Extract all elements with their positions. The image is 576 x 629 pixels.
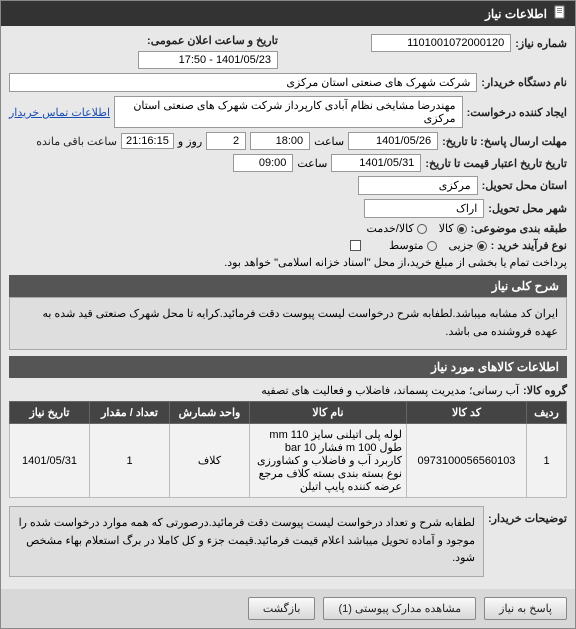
table-row: 1 0973100056560103 لوله پلی اتیلنی سایز …: [10, 424, 567, 498]
classification-option-goods-service[interactable]: کالا/خدمت: [367, 222, 427, 235]
process-opt0-label: جزیی: [449, 239, 474, 252]
city-label: شهر محل تحویل:: [488, 202, 567, 215]
public-announce-label: تاریخ و ساعت اعلان عمومی:: [147, 34, 278, 47]
classification-opt1-label: کالا/خدمت: [367, 222, 414, 235]
respond-button[interactable]: پاسخ به نیاز: [484, 597, 567, 620]
cell-name: لوله پلی اتیلنی سایز 110 mm طول m 100 فش…: [250, 424, 407, 498]
process-type-medium[interactable]: متوسط: [389, 239, 437, 252]
buyer-notes-text: لطفابه شرح و تعداد درخواست لیست پیوست دق…: [9, 506, 484, 577]
process-type-group: جزیی متوسط: [389, 239, 487, 252]
classification-option-goods[interactable]: کالا: [439, 222, 467, 235]
treasury-checkbox[interactable]: [350, 240, 361, 251]
panel-title: اطلاعات نیاز: [485, 7, 547, 21]
requester-label: ایجاد کننده درخواست:: [467, 106, 567, 119]
items-table: ردیف کد کالا نام کالا واحد شمارش تعداد /…: [9, 401, 567, 498]
deadline-sep1: روز و: [178, 135, 202, 148]
classification-group: کالا کالا/خدمت: [367, 222, 467, 235]
radio-unchecked-icon: [427, 241, 437, 251]
panel-header: اطلاعات نیاز: [1, 1, 575, 26]
radio-checked-icon: [457, 224, 467, 234]
deadline-date: 1401/05/26: [348, 132, 438, 150]
items-header-row: ردیف کد کالا نام کالا واحد شمارش تعداد /…: [10, 402, 567, 424]
deadline-countdown: 21:16:15: [121, 133, 174, 149]
classification-label: طبقه بندی موضوعی:: [471, 222, 567, 235]
deadline-days: 2: [206, 132, 246, 150]
col-qty: تعداد / مقدار: [90, 402, 170, 424]
buyer-org-value: شرکت شهرک های صنعتی استان مرکزی: [9, 73, 477, 92]
cell-idx: 1: [527, 424, 567, 498]
cell-unit: کلاف: [170, 424, 250, 498]
need-number-value: 1101001072000120: [371, 34, 511, 52]
group-value: آب رسانی؛ مدیریت پسماند، فاضلاب و فعالیت…: [261, 384, 519, 397]
doc-icon: [553, 5, 567, 22]
deadline-remain: ساعت باقی مانده: [36, 135, 117, 148]
validity-time: 09:00: [233, 154, 293, 172]
classification-opt0-label: کالا: [439, 222, 454, 235]
radio-unchecked-icon: [417, 224, 427, 234]
need-desc-header: شرح کلی نیاز: [9, 275, 567, 297]
validity-time-label: ساعت: [297, 157, 327, 170]
city-value: اراک: [364, 199, 484, 218]
col-code: کد کالا: [407, 402, 527, 424]
deadline-time: 18:00: [250, 132, 310, 150]
buyer-org-label: نام دستگاه خریدار:: [481, 76, 567, 89]
buyer-contact-link[interactable]: اطلاعات تماس خریدار: [9, 106, 110, 119]
deadline-time-label: ساعت: [314, 135, 344, 148]
validity-label: تاریخ تاریخ اعتبار قیمت تا تاریخ:: [425, 157, 567, 170]
requester-value: مهندرضا مشایخی نظام آبادی کارپرداز شرکت …: [114, 96, 463, 128]
back-button[interactable]: بازگشت: [248, 597, 316, 620]
province-label: استان محل تحویل:: [482, 179, 567, 192]
validity-date: 1401/05/31: [331, 154, 421, 172]
process-type-label: نوع فرآیند خرید :: [491, 239, 567, 252]
process-type-minor[interactable]: جزیی: [449, 239, 487, 252]
cell-date: 1401/05/31: [10, 424, 90, 498]
need-desc-text: ایران کد مشابه میباشد.لطفابه شرح درخواست…: [9, 297, 567, 350]
col-date: تاریخ نیاز: [10, 402, 90, 424]
radio-checked-icon: [477, 241, 487, 251]
attachments-button[interactable]: مشاهده مدارک پیوستی (1): [323, 597, 476, 620]
col-unit: واحد شمارش: [170, 402, 250, 424]
cell-qty: 1: [90, 424, 170, 498]
panel-body: شماره نیاز: 1101001072000120 تاریخ و ساع…: [1, 26, 575, 589]
province-value: مرکزی: [358, 176, 478, 195]
need-number-label: شماره نیاز:: [515, 37, 567, 50]
items-header: اطلاعات کالاهای مورد نیاز: [9, 356, 567, 378]
group-label: گروه کالا:: [523, 384, 567, 397]
need-info-panel: اطلاعات نیاز شماره نیاز: 110100107200012…: [0, 0, 576, 629]
treasury-note: پرداخت تمام یا بخشی از مبلغ خرید،از محل …: [224, 256, 567, 269]
footer-buttons: پاسخ به نیاز مشاهده مدارک پیوستی (1) باز…: [1, 589, 575, 628]
process-opt1-label: متوسط: [389, 239, 424, 252]
col-idx: ردیف: [527, 402, 567, 424]
col-name: نام کالا: [250, 402, 407, 424]
public-announce-value: 1401/05/23 - 17:50: [138, 51, 278, 69]
deadline-label: مهلت ارسال پاسخ: تا تاریخ:: [442, 135, 567, 148]
cell-code: 0973100056560103: [407, 424, 527, 498]
buyer-notes-label: توضیحات خریدار:: [488, 506, 567, 525]
